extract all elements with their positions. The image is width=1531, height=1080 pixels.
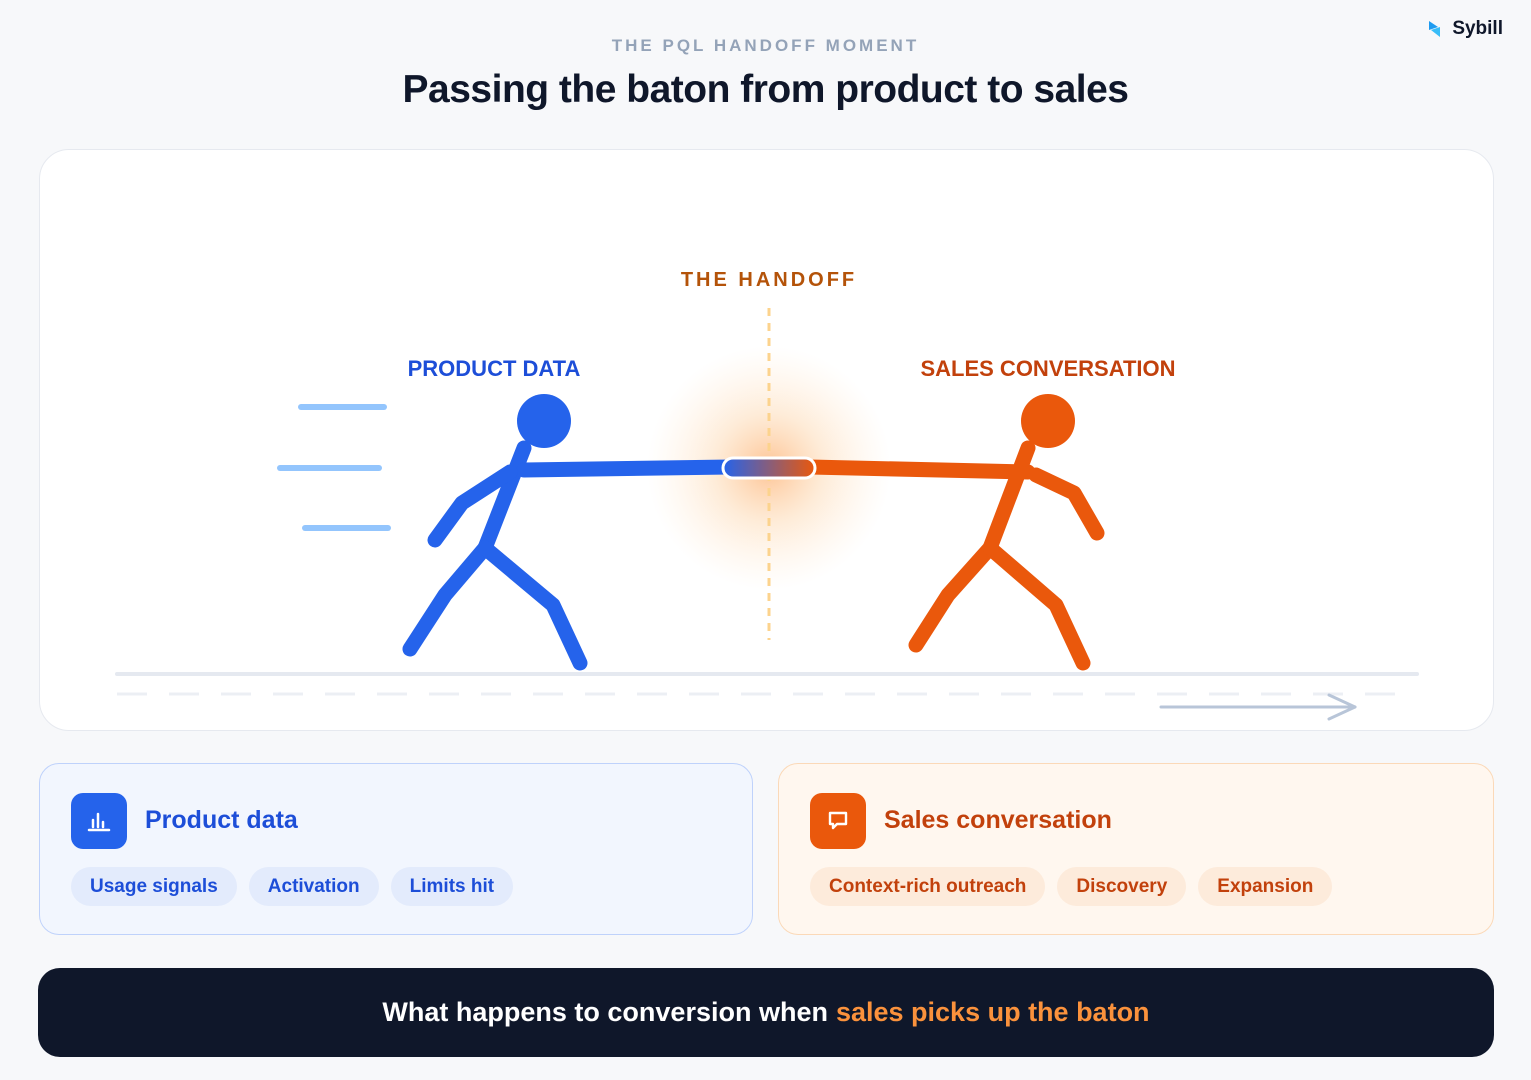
speed-lines	[277, 404, 391, 531]
sales-runner-head	[1021, 394, 1075, 448]
chip-limits-hit: Limits hit	[390, 867, 514, 906]
banner-accent-text: sales picks up the baton	[835, 997, 1150, 1027]
chip-usage-signals: Usage signals	[71, 867, 237, 906]
chip-discovery: Discovery	[1057, 867, 1187, 906]
baton	[721, 456, 817, 480]
chip-expansion: Expansion	[1198, 867, 1333, 906]
sybill-logo-icon	[1429, 21, 1441, 37]
product-data-card: Product data Usage signals Activation Li…	[39, 763, 753, 935]
handoff-diagram: THE HANDOFF PRODUCT DATA SALES CONVERSAT…	[115, 269, 1419, 721]
brand-logo: Sybill	[1426, 18, 1503, 40]
product-runner-head	[517, 394, 571, 448]
handoff-illustration: THE HANDOFF PRODUCT DATA SALES CONVERSAT…	[39, 149, 1494, 731]
sales-conversation-label: SALES CONVERSATION	[920, 356, 1175, 381]
direction-arrow-icon	[1159, 693, 1357, 721]
sales-conversation-title: Sales conversation	[884, 806, 1112, 834]
sales-conversation-card: Sales conversation Context-rich outreach…	[778, 763, 1494, 935]
product-data-chips: Usage signals Activation Limits hit	[71, 867, 514, 906]
chip-activation: Activation	[248, 867, 379, 906]
handoff-label: THE HANDOFF	[681, 269, 857, 291]
brand-name: Sybill	[1452, 18, 1503, 39]
product-runner-figure	[402, 440, 738, 671]
chat-bubble-icon	[810, 793, 866, 849]
conversion-banner: What happens to conversion when sales pi…	[38, 968, 1494, 1057]
sales-runner-figure	[802, 440, 1105, 671]
bar-chart-icon	[71, 793, 127, 849]
product-data-label: PRODUCT DATA	[408, 356, 581, 381]
banner-lead-text: What happens to conversion when	[382, 997, 828, 1027]
page-eyebrow: THE PQL HANDOFF MOMENT	[611, 36, 920, 55]
page-title: Passing the baton from product to sales	[402, 68, 1129, 111]
chip-context-rich-outreach: Context-rich outreach	[810, 867, 1046, 906]
product-data-title: Product data	[145, 806, 298, 834]
sales-conversation-chips: Context-rich outreach Discovery Expansio…	[810, 867, 1333, 906]
